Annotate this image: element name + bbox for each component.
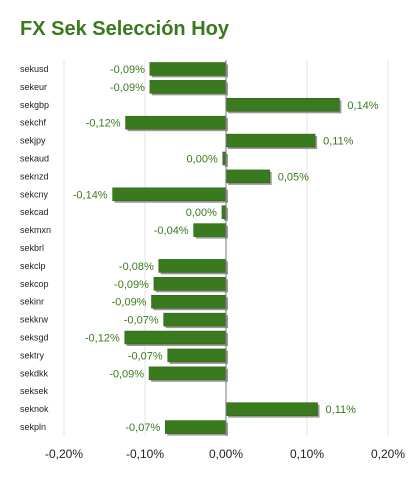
value-label: -0,04% [154,225,189,237]
x-tick-label: 0,10% [290,447,324,461]
bar [165,420,227,434]
category-label: sekbrl [20,243,44,253]
category-labels: sekusd sekeur sekgbp sekchf sekjpy sekaud sekn… [20,64,51,432]
bar [125,115,227,130]
bar [167,348,227,363]
category-label: sekmxn [20,225,51,235]
value-label: -0,12% [85,333,120,345]
x-tick-label: -0,20% [45,447,83,461]
category-label: sekgbp [20,100,49,110]
value-label: 0,00% [186,207,217,219]
x-tick-label: 0,20% [371,447,405,461]
x-tick-labels: -0,20% -0,10% 0,00% 0,10% 0,20% [45,447,405,461]
value-label: -0,09% [110,82,145,94]
bar [163,312,227,327]
value-label: 0,05% [278,171,309,183]
category-label: sekpln [20,422,46,432]
category-label: sekcad [20,207,49,217]
value-label: -0,07% [128,350,163,362]
category-label: seksek [20,386,49,396]
category-label: sekjpy [20,136,46,146]
category-label: sektry [20,350,45,360]
category-label: sekeur [20,82,47,92]
category-label: sekkrw [20,315,49,325]
value-label: -0,07% [124,315,159,327]
bar [149,62,227,76]
bar [148,366,227,381]
category-label: sekchf [20,118,47,128]
bar [151,294,227,309]
category-label: sekdkk [20,368,49,378]
value-label: -0,12% [86,118,121,130]
value-label: -0,09% [110,64,145,76]
bar [124,330,227,345]
bar [158,259,227,273]
category-label: sekaud [20,153,49,163]
bar [153,277,227,291]
bar [225,402,318,416]
bar [225,169,270,184]
category-label: sekcop [20,279,49,289]
bar [193,223,227,237]
category-label: sekcny [20,189,49,199]
category-label: sekclp [20,261,46,271]
value-label: -0,08% [119,261,154,273]
bars [112,62,340,434]
value-labels: -0,09% -0,09% 0,14% -0,12% 0,11% 0,00% 0,05% -0… [73,64,379,434]
value-label: 0,11% [323,136,354,148]
bar [221,205,227,219]
category-label: seksgd [20,333,49,343]
x-tick-label: -0,10% [126,447,164,461]
value-label: -0,09% [114,279,149,291]
value-label: 0,14% [347,100,378,112]
chart-title: FX Sek Selección Hoy [20,18,229,40]
x-tick-label: 0,00% [209,447,243,461]
value-label: 0,00% [187,153,218,165]
value-label: 0,11% [326,404,357,416]
category-label: sekinr [20,297,44,307]
bar [149,80,227,94]
bar [225,98,340,112]
bar [225,133,316,148]
value-label: -0,09% [109,368,144,380]
bar [112,187,227,202]
category-label: sekusd [20,64,49,74]
value-label: -0,14% [73,189,108,201]
value-label: -0,09% [112,297,147,309]
value-label: -0,07% [125,422,160,434]
category-label: seknok [20,404,49,414]
category-label: seknzd [20,171,49,181]
